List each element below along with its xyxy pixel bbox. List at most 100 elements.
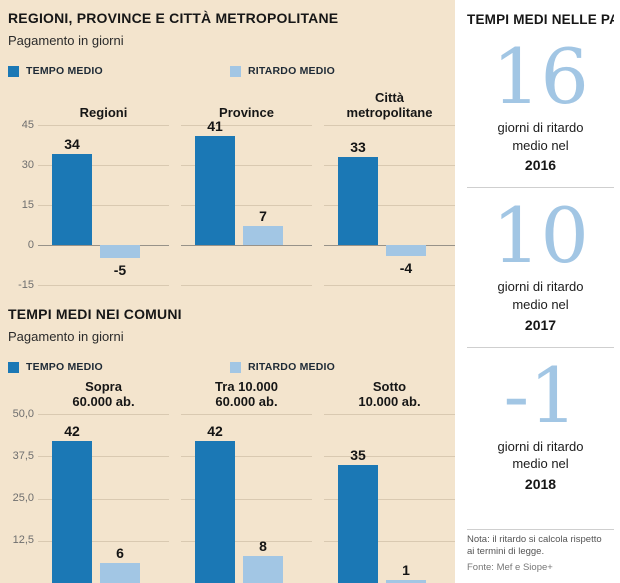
gridline — [324, 540, 455, 542]
gridline — [38, 165, 169, 166]
gridline — [181, 540, 312, 542]
category-group: Province 41 7 — [181, 91, 312, 286]
stat-2018: -1 giorni di ritardo medio nel 2018 — [467, 352, 614, 502]
tempo-medio-swatch-icon — [8, 361, 19, 373]
y-axis-tick-label: 25,0 — [12, 492, 34, 504]
bar-tempo-medio — [52, 441, 92, 583]
chart-legend: TEMPO MEDIO RITARDO MEDIO — [8, 65, 455, 77]
bar-value-label: 35 — [350, 446, 366, 463]
y-axis: 45 30 15 0 -15 — [8, 119, 34, 291]
chart-title: REGIONI, PROVINCE E CITTÀ METROPOLITANE — [8, 10, 339, 26]
gridline — [324, 205, 455, 206]
gridline — [38, 414, 169, 415]
y-axis-tick-label: 45 — [21, 118, 34, 131]
gridline — [38, 498, 169, 500]
chart-section-regioni-province: REGIONI, PROVINCE E CITTÀ METROPOLITANE … — [8, 10, 455, 291]
gridline — [38, 205, 169, 206]
chart-subtitle: Pagamento in giorni — [8, 33, 124, 48]
bar-tempo-medio — [338, 464, 378, 583]
bar-value-label: -5 — [113, 262, 127, 279]
note-text: Nota: il ritardo si calcola rispetto ai … — [467, 533, 602, 558]
chart-panel: 42 6 — [38, 414, 169, 583]
chart-subtitle: Pagamento in giorni — [8, 329, 124, 344]
sidebar-panel: TEMPI MEDI NELLE PA 16 giorni di ritardo… — [455, 0, 620, 583]
big-number-2018: -1 — [503, 350, 578, 440]
category-group: Città metropolitane 33 -4 — [324, 90, 455, 286]
legend-label-tempo-medio: TEMPO MEDIO — [26, 65, 103, 77]
gridline — [324, 414, 455, 415]
gridline — [38, 540, 169, 542]
bar-tempo-medio — [338, 157, 378, 245]
gridline — [324, 125, 455, 126]
tempo-medio-swatch-icon — [8, 65, 19, 77]
bar-value-label: 8 — [259, 537, 267, 554]
category-label: Tra 10.000 60.000 ab. — [215, 379, 278, 410]
y-axis-tick-label: 0 — [27, 238, 34, 251]
legend-item-tempo-medio: TEMPO MEDIO — [8, 361, 230, 373]
legend-item-tempo-medio: TEMPO MEDIO — [8, 65, 230, 77]
stat-text: giorni di ritardo medio nel — [497, 438, 584, 472]
bar-value-label: 34 — [64, 136, 80, 153]
y-axis-tick-label: 50,0 — [12, 407, 34, 420]
chart-panel: 41 7 — [181, 118, 312, 286]
big-number-2016: 16 — [492, 32, 589, 121]
legend-item-ritardo-medio: RITARDO MEDIO — [230, 65, 335, 77]
stat-2016: 16 giorni di ritardo medio nel 2016 — [467, 33, 614, 183]
category-group: Sotto 10.000 ab. 35 1 — [324, 379, 455, 583]
gridline — [38, 125, 169, 126]
category-group: Regioni 34 -5 — [38, 91, 169, 286]
bar-value-label: 1 — [402, 561, 410, 578]
gridline — [324, 456, 455, 458]
note-block: Nota: il ritardo si calcola rispetto ai … — [467, 525, 614, 575]
bar-value-label: 42 — [64, 423, 80, 440]
stat-year: 2016 — [524, 157, 557, 174]
chart-panel: 34 -5 — [38, 125, 169, 286]
bar-tempo-medio — [195, 441, 235, 583]
bar-value-label: 6 — [116, 544, 124, 561]
bar-value-label: 42 — [207, 423, 223, 440]
ritardo-medio-swatch-icon — [230, 361, 241, 373]
bar-ritardo-medio — [243, 226, 283, 245]
gridline — [181, 498, 312, 500]
legend-label-ritardo-medio: RITARDO MEDIO — [248, 65, 335, 77]
gridline — [324, 498, 455, 500]
category-label: Regioni — [79, 105, 128, 121]
y-axis-tick-label: 37,5 — [12, 449, 34, 462]
legend-label-tempo-medio: TEMPO MEDIO — [26, 361, 103, 373]
divider — [467, 346, 614, 348]
y-axis-tick-label: -15 — [18, 278, 34, 291]
bar-tempo-medio — [195, 135, 235, 245]
chart-section-comuni: TEMPI MEDI NEI COMUNI Pagamento in giorn… — [8, 306, 455, 583]
grouped-bar-chart-regioni: 45 30 15 0 -15 Regioni 34 -5 Province 41 7 Città me… — [8, 90, 455, 291]
y-axis-tick-label: 15 — [21, 198, 34, 211]
zero-line — [181, 245, 312, 246]
gridline — [324, 285, 455, 286]
bar-ritardo-medio — [100, 245, 140, 259]
chart-panel: 33 -4 — [324, 125, 455, 286]
category-label: Sotto 10.000 ab. — [358, 379, 421, 410]
gridline — [181, 456, 312, 458]
gridline — [38, 285, 169, 286]
legend-label-ritardo-medio: RITARDO MEDIO — [248, 361, 335, 373]
legend-item-ritardo-medio: RITARDO MEDIO — [230, 361, 335, 373]
gridline — [181, 285, 312, 286]
big-number-2017: 10 — [492, 191, 589, 281]
chart-panel: 35 1 — [324, 414, 455, 583]
chart-legend: TEMPO MEDIO RITARDO MEDIO — [8, 361, 455, 373]
chart-groups: Sopra 60.000 ab. 42 6 Tra 10.000 60.000 ab.… — [38, 379, 455, 583]
chart-title: TEMPI MEDI NEI COMUNI — [8, 306, 182, 322]
gridline — [181, 125, 312, 126]
bar-ritardo-medio — [100, 562, 140, 583]
gridline — [181, 165, 312, 166]
chart-panel: 42 8 — [181, 414, 312, 583]
y-axis-tick-label: 30 — [21, 158, 34, 171]
category-label: Sopra 60.000 ab. — [72, 379, 135, 410]
category-label: Province — [219, 105, 274, 121]
y-axis: 50,0 37,5 25,0 12,5 — [8, 408, 34, 583]
chart-groups: Regioni 34 -5 Province 41 7 Città metropolitan… — [38, 90, 455, 286]
gridline — [181, 414, 312, 415]
bar-value-label: 7 — [259, 208, 267, 225]
stat-text: giorni di ritardo medio nel — [497, 279, 584, 313]
bar-tempo-medio — [52, 154, 92, 245]
